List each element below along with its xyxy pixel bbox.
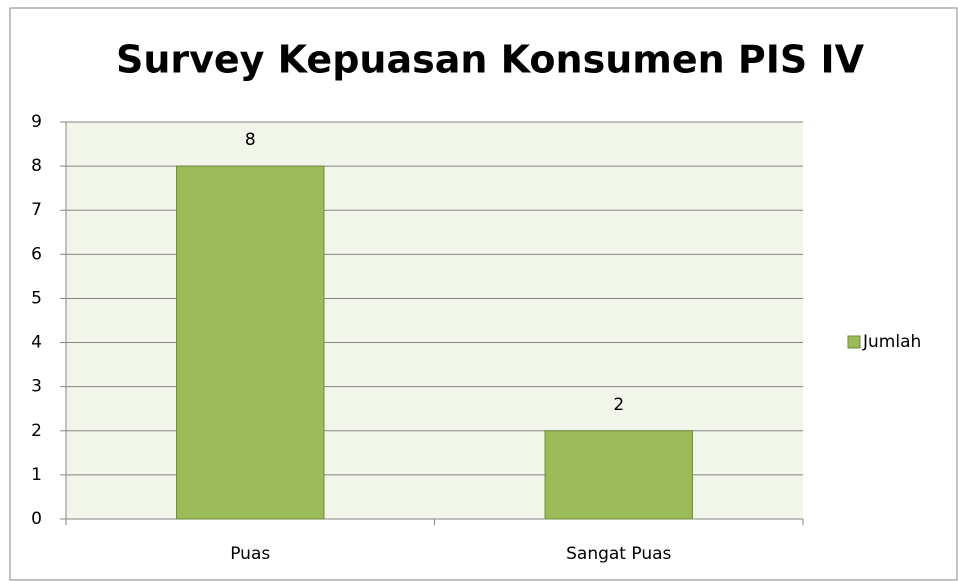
y-tick-label: 1 xyxy=(31,465,42,485)
x-tick-label: Puas xyxy=(230,544,270,564)
legend-label: Jumlah xyxy=(862,332,921,352)
legend-swatch xyxy=(847,335,861,349)
y-tick-label: 3 xyxy=(31,377,42,397)
chart-title: Survey Kepuasan Konsumen PIS IV xyxy=(116,38,865,82)
y-tick-label: 4 xyxy=(31,333,42,353)
y-tick-label: 7 xyxy=(31,200,42,220)
y-tick-label: 8 xyxy=(31,156,42,176)
data-label: 2 xyxy=(613,395,624,415)
y-tick-label: 2 xyxy=(31,421,42,441)
x-tick-label: Sangat Puas xyxy=(566,544,671,564)
data-label: 8 xyxy=(245,130,256,150)
y-tick-label: 6 xyxy=(31,244,42,264)
y-tick-label: 0 xyxy=(31,509,42,529)
bar xyxy=(544,430,693,520)
y-tick-label: 5 xyxy=(31,288,42,308)
y-tick-label: 9 xyxy=(31,112,42,132)
bar xyxy=(176,165,325,520)
